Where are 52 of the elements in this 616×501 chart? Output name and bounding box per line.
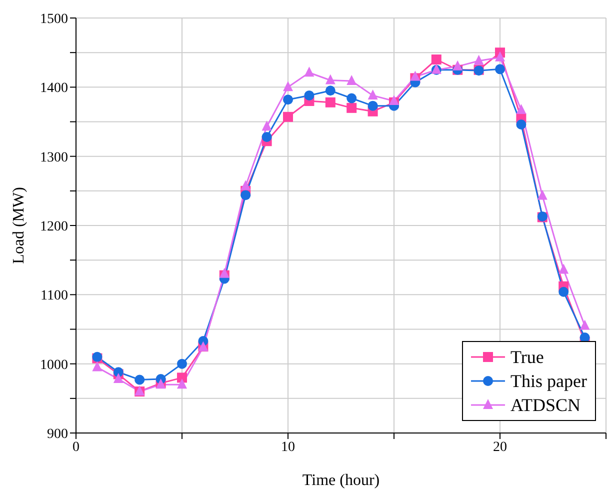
legend-label: This paper <box>510 370 587 393</box>
y-axis-title: Load (MW) <box>10 187 28 264</box>
y-tick-label: 900 <box>47 426 68 442</box>
point <box>177 372 187 383</box>
point <box>262 132 272 142</box>
point <box>219 268 230 278</box>
point <box>495 64 505 74</box>
point <box>325 97 336 108</box>
point <box>431 54 442 64</box>
point <box>240 190 251 200</box>
point <box>558 286 569 297</box>
point <box>283 112 293 122</box>
y-tick-label: 1100 <box>40 288 68 304</box>
y-tick-label: 1000 <box>40 358 68 373</box>
point <box>283 94 293 105</box>
point <box>474 54 484 65</box>
point <box>516 120 526 130</box>
point <box>283 81 293 92</box>
y-tick-label: 1300 <box>40 150 68 166</box>
y-tick-label: 1400 <box>40 81 68 96</box>
y-tick-label: 1200 <box>40 219 68 234</box>
point <box>516 104 526 114</box>
point <box>346 102 357 113</box>
point <box>368 100 378 111</box>
point <box>325 86 336 96</box>
point <box>537 190 548 200</box>
point <box>346 93 357 104</box>
point <box>389 95 399 105</box>
x-tick-label: 10 <box>281 440 295 455</box>
point <box>325 74 336 84</box>
point <box>368 89 378 100</box>
x-tick-label: 20 <box>493 440 507 455</box>
point <box>262 120 272 131</box>
point <box>580 320 590 330</box>
point <box>134 374 145 385</box>
point <box>240 180 251 190</box>
point <box>92 361 102 372</box>
point <box>558 264 569 274</box>
x-axis-title: Time (hour) <box>302 472 380 489</box>
point <box>304 90 314 100</box>
point <box>495 51 505 62</box>
y-tick-label: 1500 <box>40 12 68 27</box>
point <box>113 373 124 384</box>
point <box>346 74 357 85</box>
point <box>177 378 187 389</box>
legend-label: True <box>510 346 544 369</box>
point <box>304 66 314 77</box>
point <box>177 358 187 369</box>
point <box>410 70 420 81</box>
point <box>452 60 463 70</box>
x-tick-label: 0 <box>72 440 80 455</box>
legend-label: ATDSCN <box>510 394 581 417</box>
